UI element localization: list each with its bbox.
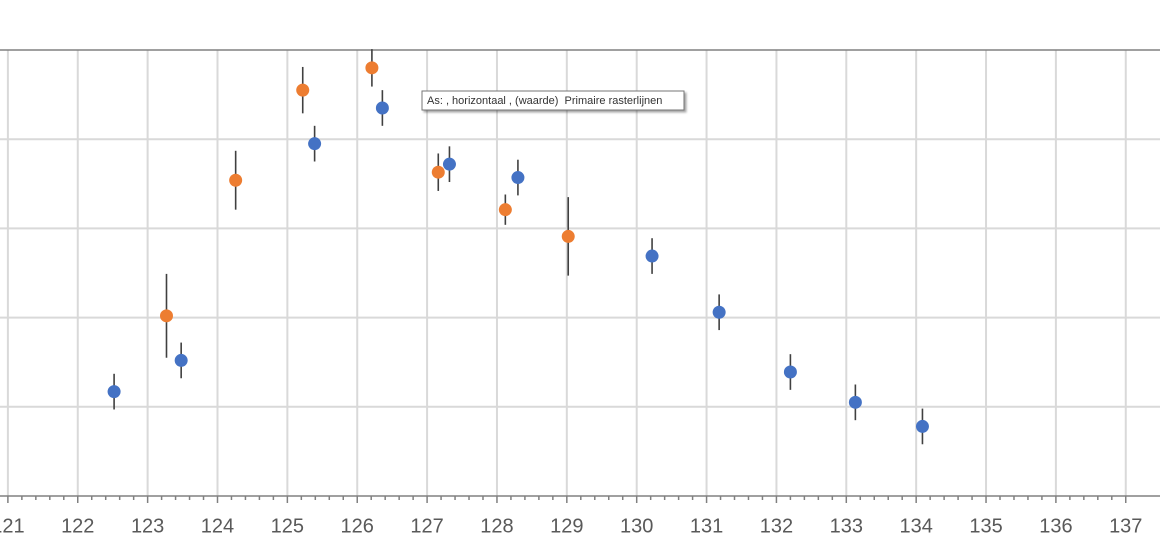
data-point (107, 385, 121, 399)
tooltip-box (421, 90, 685, 111)
x-tick-label: 127 (410, 515, 443, 537)
x-tick-label: 129 (550, 515, 583, 537)
x-tick-label: 128 (480, 515, 513, 537)
x-tick-label: 132 (760, 515, 793, 537)
data-point (915, 419, 929, 433)
data-point (365, 61, 379, 75)
x-tick-label: 135 (969, 515, 1002, 537)
x-tick-label: 125 (271, 515, 304, 537)
data-point (442, 157, 456, 171)
data-point (375, 101, 389, 115)
x-tick-label: 136 (1039, 515, 1072, 537)
plot-area (107, 49, 929, 445)
x-tick-label: 137 (1109, 515, 1142, 537)
data-point (431, 165, 445, 179)
data-point (645, 249, 659, 263)
x-axis: 121 122 123 124 125 126 127 128 129 130 131 132 133 1… (0, 495, 1160, 537)
x-tick-label: 130 (620, 515, 653, 537)
tooltip-text: As: , horizontaal , (waarde) Primaire ra… (427, 95, 662, 107)
data-point (159, 309, 173, 323)
x-tick-label: 131 (690, 515, 723, 537)
data-point (229, 173, 243, 187)
data-point (174, 353, 188, 367)
data-point (308, 137, 322, 151)
data-point (848, 395, 862, 409)
x-tick-label: 124 (201, 515, 234, 537)
grid (0, 49, 1160, 496)
data-point (561, 229, 575, 243)
data-point (511, 171, 525, 185)
tooltip: As: , horizontaal , (waarde) Primaire ra… (421, 90, 685, 111)
x-tick-label: 134 (899, 515, 932, 537)
x-tick-label: 133 (830, 515, 863, 537)
x-tick-label: 123 (131, 515, 164, 537)
data-point (296, 83, 310, 97)
x-tick-label: 121 (0, 515, 25, 537)
data-point (712, 305, 726, 319)
data-point (498, 203, 512, 217)
data-point (783, 365, 797, 379)
x-tick-label: 126 (341, 515, 374, 537)
x-tick-label: 122 (61, 515, 94, 537)
